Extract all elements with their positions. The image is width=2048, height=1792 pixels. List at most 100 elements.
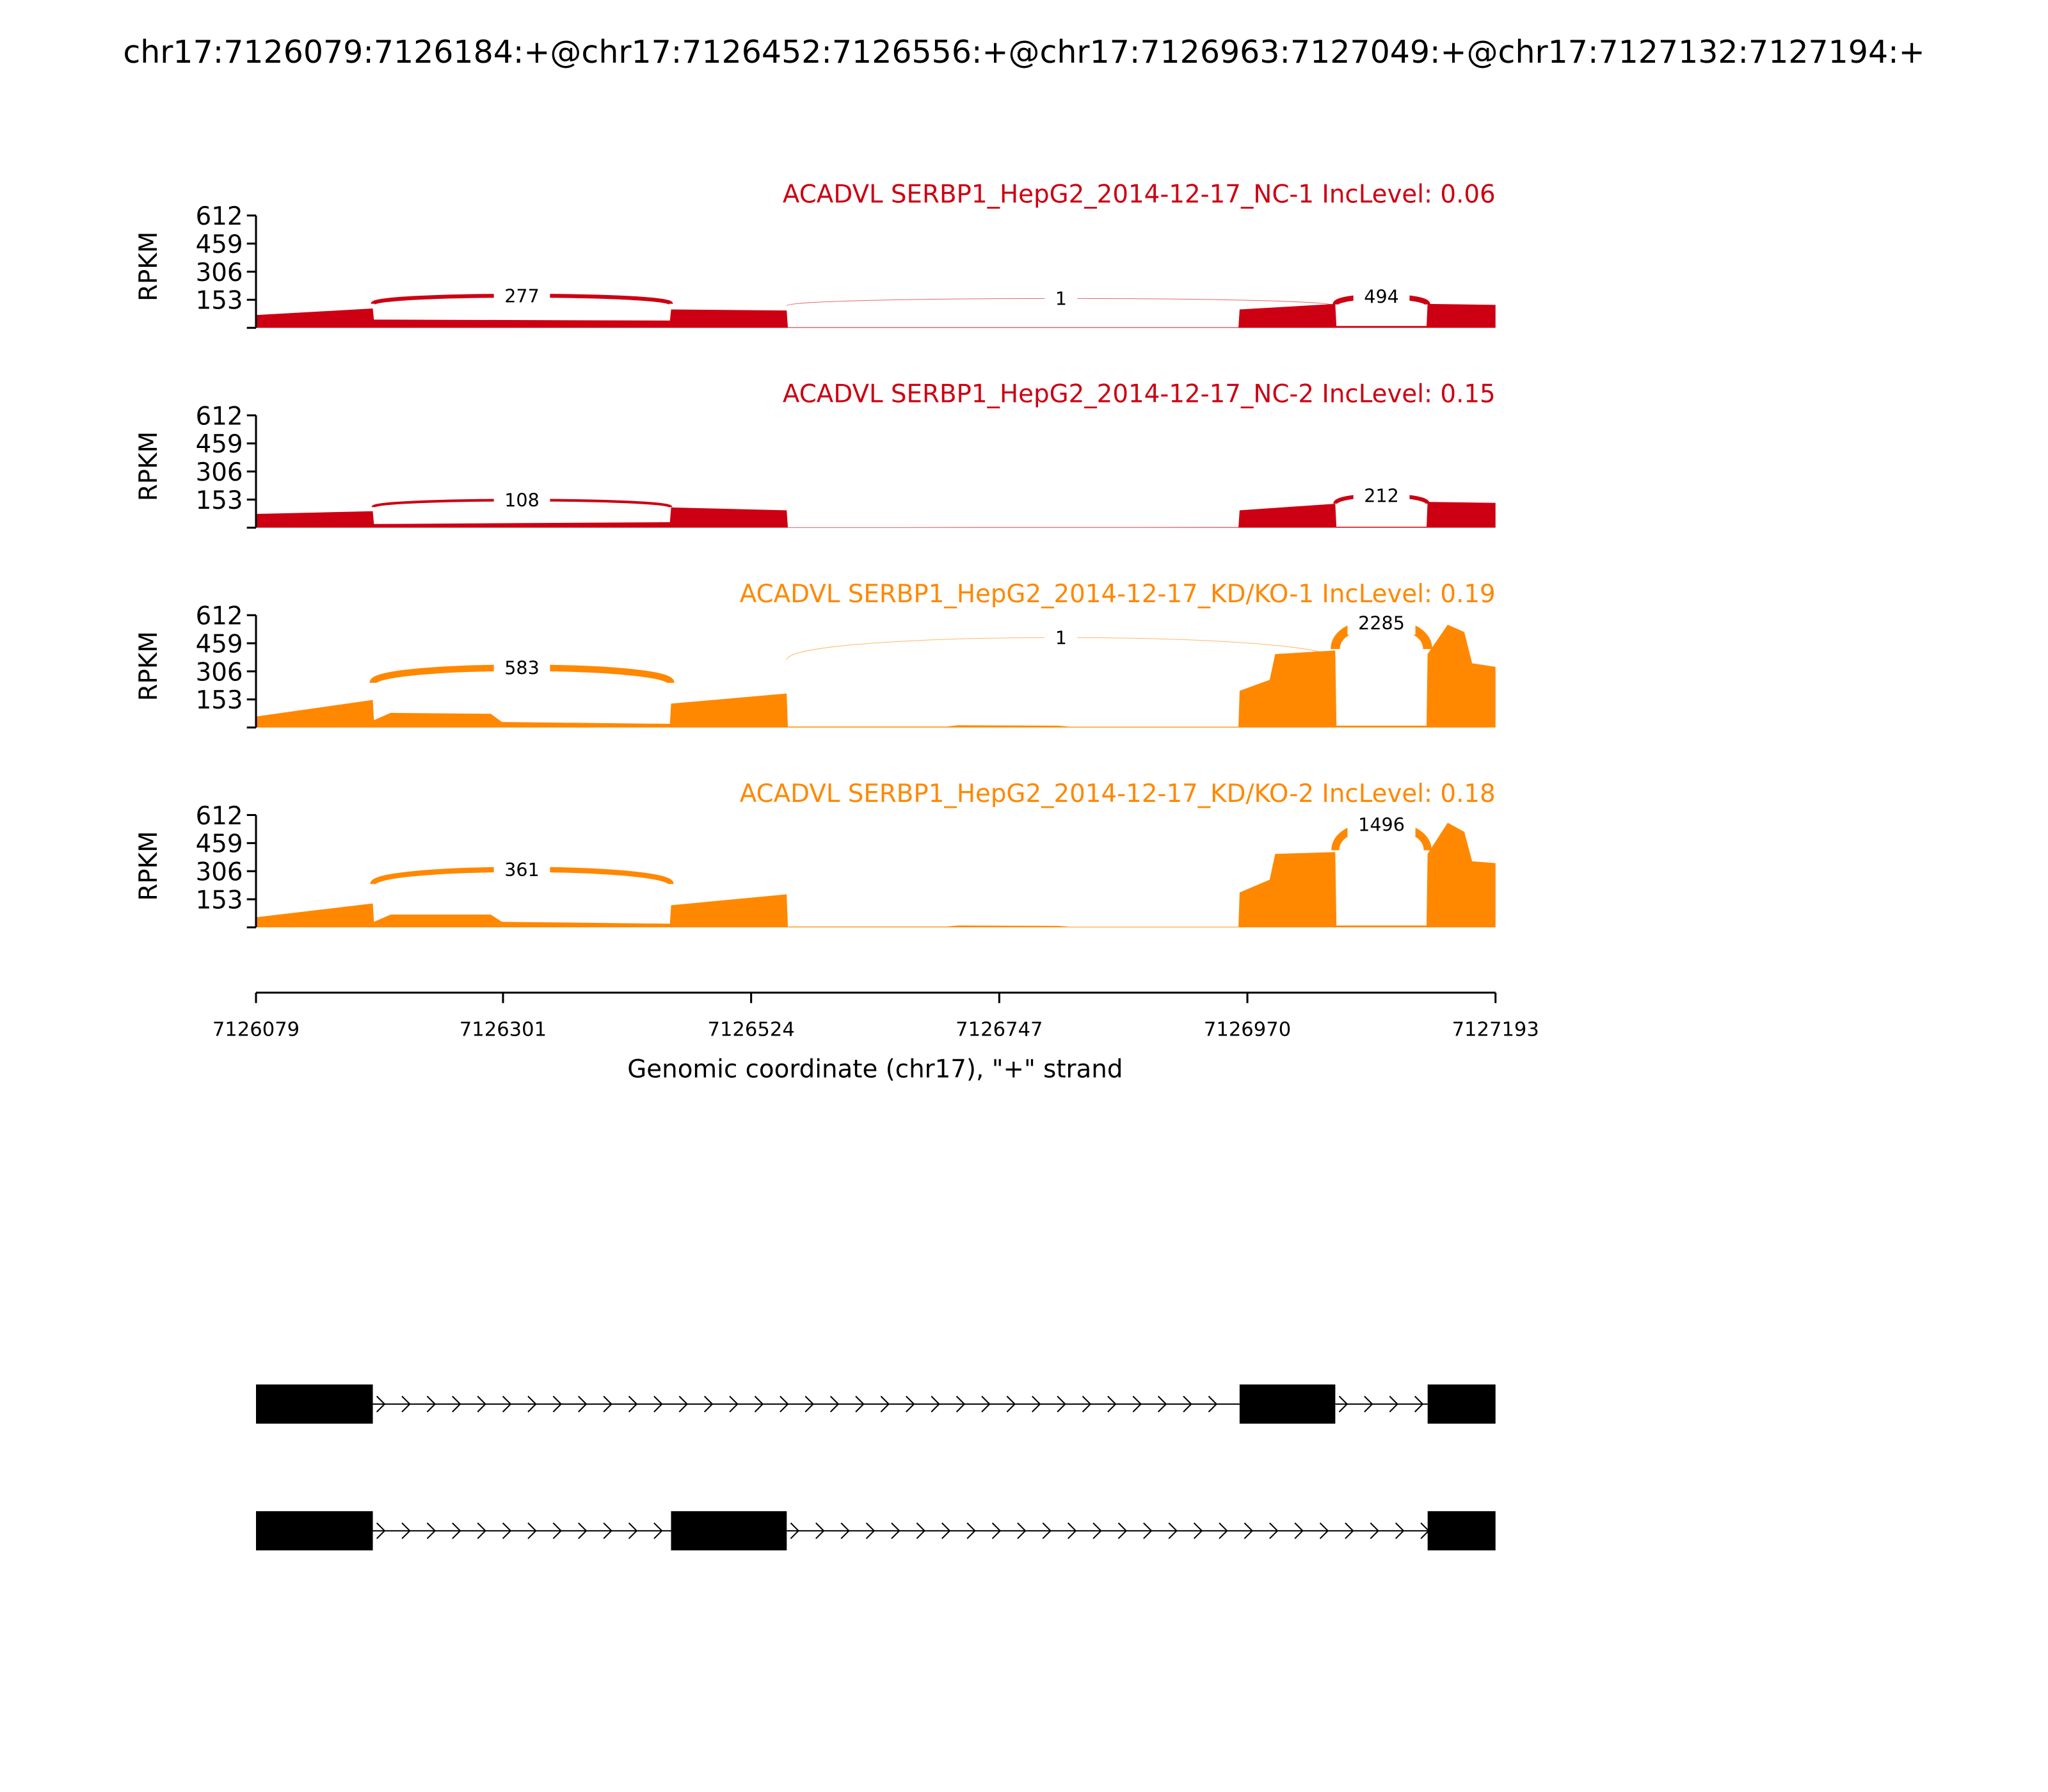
y-tick-label: 612	[196, 202, 243, 231]
strand-arrow-icon	[1193, 1522, 1203, 1539]
strand-arrow-icon	[956, 1395, 966, 1412]
junction-count: 108	[504, 490, 540, 511]
y-axis-label: RPKM	[134, 631, 163, 701]
strand-arrow-icon	[628, 1395, 638, 1412]
y-axis-label: RPKM	[134, 232, 163, 301]
strand-arrow-icon	[1168, 1522, 1178, 1539]
strand-arrow-icon	[855, 1395, 865, 1412]
junction-label-box	[1353, 285, 1410, 308]
strand-arrow-icon	[966, 1522, 976, 1539]
y-tick-label: 153	[196, 886, 243, 915]
strand-arrow-icon	[1117, 1522, 1128, 1539]
strand-arrow-icon	[1157, 1395, 1167, 1412]
transcript-models	[256, 1384, 1496, 1551]
strand-arrow-icon	[829, 1395, 840, 1412]
strand-arrow-icon	[552, 1395, 563, 1412]
x-axis: 7126079 7126301 7126524 7126747 7126970 71271…	[212, 991, 1539, 1041]
y-tick-label: 153	[196, 486, 243, 515]
x-tick-label: 7126747	[956, 1018, 1043, 1041]
junction-count: 494	[1364, 286, 1399, 308]
strand-arrow-icon	[628, 1522, 638, 1539]
strand-arrow-icon	[426, 1522, 436, 1539]
junction-count: 277	[504, 285, 540, 307]
strand-arrow-icon	[729, 1395, 739, 1412]
strand-arrow-icon	[1183, 1395, 1192, 1412]
strand-arrow-icon	[880, 1395, 890, 1412]
strand-arrow-icon	[815, 1522, 825, 1539]
strand-arrow-icon	[678, 1395, 689, 1412]
strand-arrow-icon	[502, 1522, 512, 1539]
coverage-area	[256, 625, 1496, 728]
strand-arrow-icon	[931, 1395, 940, 1412]
strand-arrow-icon	[578, 1522, 588, 1539]
x-tick-label: 7126970	[1204, 1018, 1291, 1041]
strand-arrow-icon	[401, 1395, 411, 1412]
strand-arrow-icon	[1414, 1395, 1424, 1412]
strand-arrow-icon	[840, 1522, 850, 1539]
chart-title: chr17:7126079:7126184:+@chr17:7126452:71…	[123, 34, 1924, 70]
strand-arrow-icon	[578, 1395, 588, 1412]
y-tick-label: 459	[196, 230, 243, 259]
strand-arrow-icon	[376, 1522, 386, 1539]
junction-label-box	[1353, 483, 1410, 508]
strand-arrow-icon	[603, 1395, 612, 1412]
strand-arrow-icon	[981, 1395, 991, 1412]
strand-arrow-icon	[527, 1395, 537, 1412]
strand-arrow-icon	[1057, 1395, 1066, 1412]
strand-arrow-icon	[865, 1522, 876, 1539]
strand-arrow-icon	[906, 1395, 915, 1412]
exon-block	[1427, 1384, 1496, 1424]
exon-block	[1239, 1384, 1336, 1424]
junction-label-box	[493, 858, 550, 882]
strand-arrow-icon	[1067, 1522, 1077, 1539]
strand-arrow-icon	[452, 1395, 461, 1412]
strand-arrow-icon	[1319, 1522, 1329, 1539]
y-tick-label: 612	[196, 602, 243, 631]
strand-arrow-icon	[1107, 1395, 1117, 1412]
strand-arrow-icon	[991, 1522, 1002, 1539]
y-tick-label: 459	[196, 830, 243, 859]
x-tick-label: 7127193	[1452, 1018, 1539, 1041]
transcript	[256, 1511, 1496, 1551]
junction-label-box	[493, 488, 550, 512]
x-tick-label: 7126079	[212, 1018, 300, 1041]
strand-arrow-icon	[891, 1522, 900, 1539]
transcript	[256, 1384, 1496, 1424]
strand-arrow-icon	[1269, 1522, 1279, 1539]
strand-arrow-icon	[1364, 1395, 1373, 1412]
strand-arrow-icon	[754, 1395, 764, 1412]
x-axis-label: Genomic coordinate (chr17), "+" strand	[627, 1055, 1123, 1084]
strand-arrow-icon	[1338, 1395, 1348, 1412]
coverage-area	[256, 303, 1496, 328]
strand-arrow-icon	[552, 1522, 563, 1539]
strand-arrow-icon	[1006, 1395, 1016, 1412]
strand-arrow-icon	[376, 1395, 386, 1412]
y-axis-label: RPKM	[134, 831, 163, 900]
junction-count: 2285	[1358, 612, 1405, 634]
strand-arrow-icon	[941, 1522, 951, 1539]
strand-arrow-icon	[401, 1522, 411, 1539]
exon-block	[671, 1511, 787, 1551]
junction-count: 1496	[1358, 814, 1405, 836]
strand-arrow-icon	[502, 1395, 512, 1412]
junction-label-box	[1044, 625, 1078, 650]
junction-count: 1	[1055, 288, 1067, 310]
strand-arrow-icon	[1092, 1522, 1102, 1539]
coverage-area	[256, 822, 1496, 927]
strand-arrow-icon	[1208, 1395, 1218, 1412]
coverage-area	[256, 502, 1496, 528]
x-tick-label: 7126524	[707, 1018, 794, 1041]
exon-block	[256, 1384, 373, 1424]
x-tick-label: 7126301	[460, 1018, 547, 1041]
strand-arrow-icon	[477, 1395, 486, 1412]
strand-arrow-icon	[527, 1522, 537, 1539]
strand-arrow-icon	[1082, 1395, 1092, 1412]
y-tick-label: 459	[196, 630, 243, 659]
junction-label-box	[493, 284, 550, 308]
strand-arrow-icon	[1370, 1522, 1380, 1539]
sample-title: ACADVL SERBP1_HepG2_2014-12-17_KD/KO-1 I…	[740, 580, 1496, 609]
